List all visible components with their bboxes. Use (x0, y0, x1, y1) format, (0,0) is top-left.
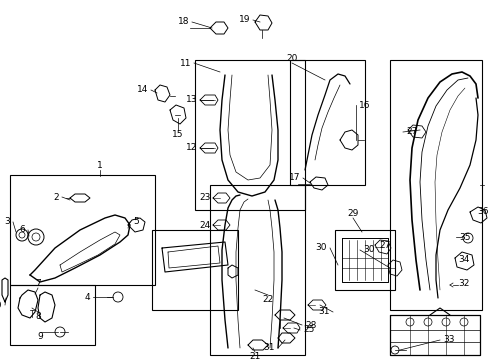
Text: 8: 8 (35, 312, 41, 321)
Circle shape (405, 318, 413, 326)
Circle shape (441, 318, 449, 326)
Circle shape (459, 318, 467, 326)
Text: 3: 3 (4, 217, 10, 226)
Circle shape (423, 318, 431, 326)
Bar (10, 285, 95, 345)
Text: 2: 2 (53, 193, 59, 202)
Bar (152, 230, 238, 310)
Text: 10: 10 (0, 301, 2, 310)
Text: 30: 30 (362, 246, 374, 255)
Text: 32: 32 (457, 279, 468, 288)
Text: 36: 36 (476, 207, 488, 216)
Text: 18: 18 (177, 18, 189, 27)
Text: 23: 23 (199, 193, 210, 202)
Text: 27: 27 (378, 240, 389, 249)
Bar (10, 175, 155, 285)
Bar (195, 60, 305, 210)
Bar (289, 60, 364, 185)
Text: 4: 4 (84, 292, 90, 302)
Text: 33: 33 (442, 336, 453, 345)
Text: 27: 27 (405, 127, 417, 136)
Text: 34: 34 (457, 256, 468, 265)
Text: 12: 12 (185, 144, 197, 153)
Text: 9: 9 (37, 332, 43, 341)
Text: 5: 5 (133, 217, 139, 226)
Text: 29: 29 (346, 209, 358, 218)
Text: 20: 20 (286, 54, 297, 63)
Text: 21: 21 (249, 352, 260, 360)
Text: 6: 6 (19, 225, 25, 234)
Text: 13: 13 (185, 95, 197, 104)
Text: 17: 17 (288, 174, 299, 183)
Text: 1: 1 (97, 161, 102, 170)
Text: 15: 15 (172, 130, 183, 139)
Text: 31: 31 (318, 307, 329, 316)
Text: 16: 16 (358, 100, 370, 109)
Text: 19: 19 (238, 15, 249, 24)
Text: 24: 24 (199, 220, 210, 230)
Text: 31: 31 (263, 343, 274, 352)
Text: 26: 26 (486, 180, 488, 189)
Text: 30: 30 (315, 243, 326, 252)
Text: 28: 28 (305, 320, 316, 329)
Text: 22: 22 (262, 295, 273, 304)
Bar (334, 230, 394, 290)
Text: 7: 7 (35, 279, 41, 288)
Text: 35: 35 (458, 233, 469, 242)
Text: 14: 14 (136, 85, 148, 94)
Bar (389, 60, 481, 310)
Text: 11: 11 (179, 58, 191, 68)
Text: 25: 25 (303, 325, 314, 334)
Bar (209, 185, 305, 355)
